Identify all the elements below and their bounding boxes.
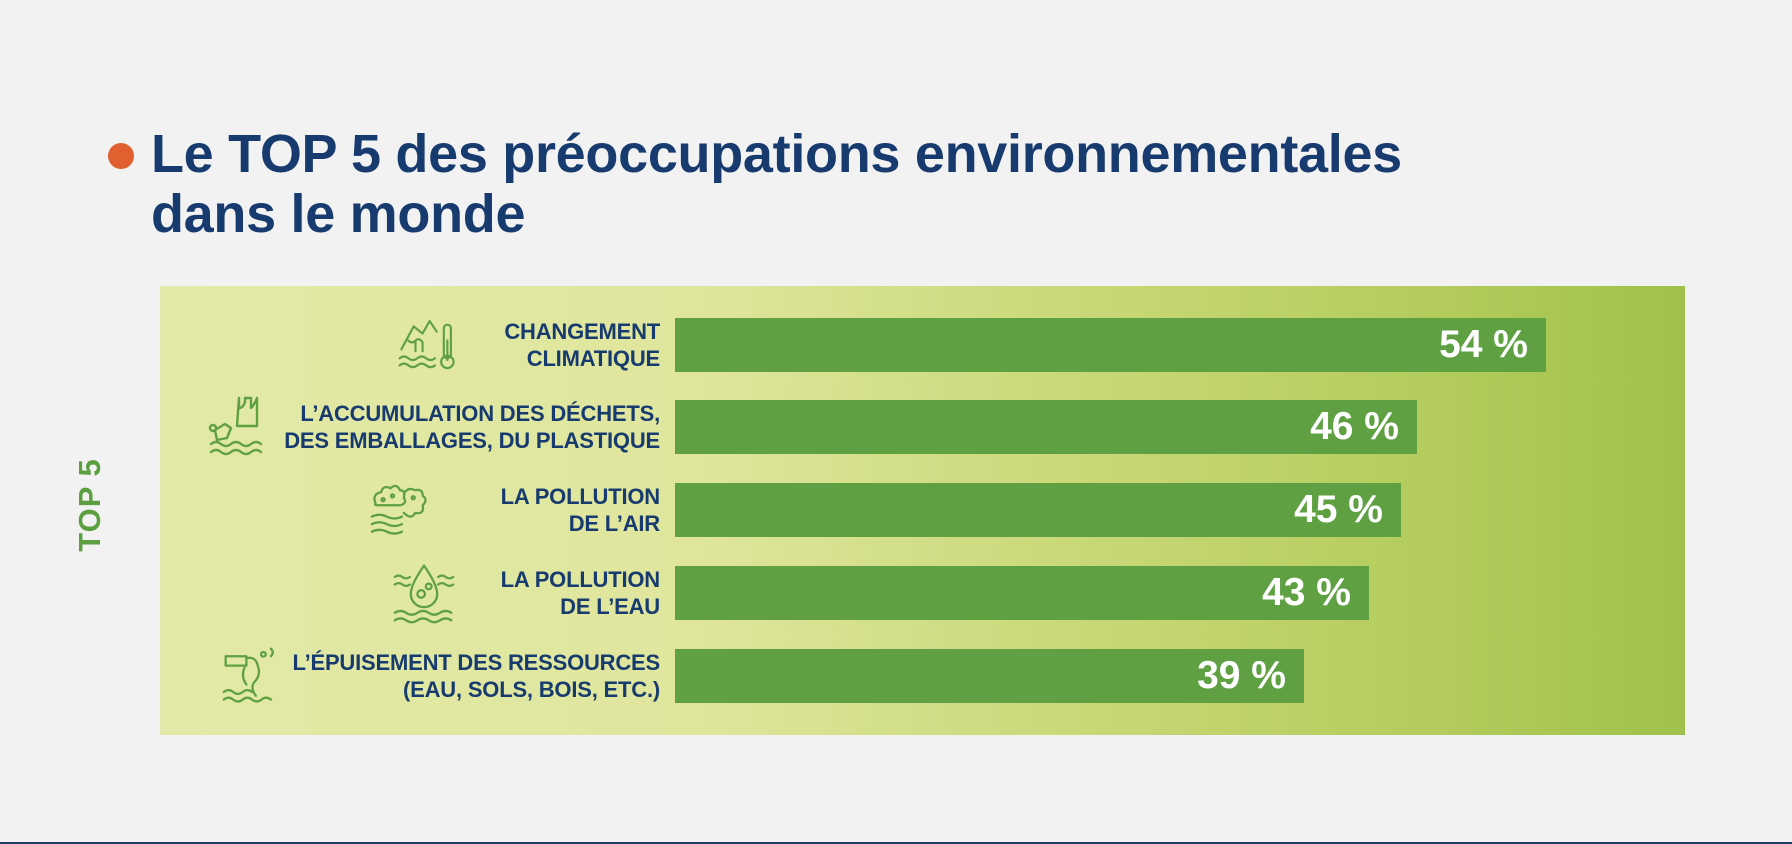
- water-pollution-icon: [391, 558, 457, 628]
- air-pollution-icon: [368, 475, 434, 545]
- bar: 54 %: [675, 318, 1546, 372]
- bar-value-label: 45 %: [1294, 488, 1383, 531]
- category-label-line: L’ACCUMULATION DES DÉCHETS,: [300, 401, 660, 426]
- title-bullet: [108, 143, 134, 169]
- category-label-line: DES EMBALLAGES, DU PLASTIQUE: [284, 428, 660, 453]
- category-label: LA POLLUTION DE L’AIR: [500, 483, 661, 537]
- chart-row: CHANGEMENT CLIMATIQUE 54 %: [160, 318, 1685, 372]
- category-label-line: CLIMATIQUE: [526, 346, 660, 371]
- page-title-line-2: dans le monde: [151, 184, 526, 244]
- resource-depletion-icon: [220, 641, 286, 711]
- page-title-line-1: Le TOP 5 des préoccupations environnemen…: [151, 124, 1402, 184]
- bar: 45 %: [675, 483, 1401, 537]
- bar-value-label: 54 %: [1439, 323, 1528, 366]
- category-label-line: LA POLLUTION: [500, 567, 661, 592]
- category-label-line: (EAU, SOLS, BOIS, ETC.): [403, 677, 660, 702]
- category-label-line: L’ÉPUISEMENT DES RESSOURCES: [292, 650, 661, 675]
- bottom-rule: [0, 842, 1792, 844]
- bar-value-label: 43 %: [1262, 571, 1351, 614]
- category-label-line: DE L’EAU: [560, 594, 660, 619]
- bar: 46 %: [675, 400, 1417, 454]
- category-label-line: LA POLLUTION: [500, 484, 661, 509]
- chart-panel: CHANGEMENT CLIMATIQUE 54 % L’ACCUMULATION D…: [160, 286, 1685, 735]
- bar: 43 %: [675, 566, 1369, 620]
- climate-change-icon: [396, 310, 458, 380]
- category-label: CHANGEMENT CLIMATIQUE: [504, 318, 660, 372]
- category-label-line: CHANGEMENT: [504, 319, 660, 344]
- category-label: LA POLLUTION DE L’EAU: [500, 566, 661, 620]
- page-title: Le TOP 5 des préoccupations environnemen…: [151, 124, 1551, 244]
- bar-value-label: 46 %: [1310, 405, 1399, 448]
- category-label: L’ÉPUISEMENT DES RESSOURCES (EAU, SOLS, B…: [292, 649, 661, 703]
- bar: 39 %: [675, 649, 1304, 703]
- chart-row: LA POLLUTION DE L’EAU 43 %: [160, 564, 1685, 624]
- chart-row: L’ÉPUISEMENT DES RESSOURCES (EAU, SOLS, B…: [160, 647, 1685, 703]
- category-label-line: DE L’AIR: [568, 511, 661, 536]
- chart-row: L’ACCUMULATION DES DÉCHETS, DES EMBALLAGE…: [160, 396, 1685, 456]
- category-label: L’ACCUMULATION DES DÉCHETS, DES EMBALLAGE…: [284, 400, 660, 454]
- top5-side-label: TOP 5: [72, 458, 107, 552]
- plastic-waste-icon: [200, 392, 280, 462]
- bar-value-label: 39 %: [1197, 654, 1286, 697]
- chart-row: LA POLLUTION DE L’AIR 45 %: [160, 483, 1685, 537]
